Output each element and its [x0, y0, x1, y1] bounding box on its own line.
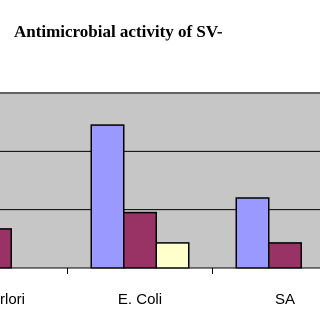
x-tick-label: rlori: [0, 291, 25, 308]
bar: [155, 242, 190, 269]
bar: [235, 197, 270, 269]
bar: [0, 228, 12, 269]
bar: [90, 124, 125, 269]
bar: [268, 242, 302, 269]
x-tick-label: E. Coli: [118, 291, 162, 308]
plot-area: [0, 92, 320, 268]
bar: [123, 211, 157, 269]
x-tick-label: SA: [275, 291, 295, 308]
chart-title: Antimicrobial activity of SV-: [14, 22, 223, 41]
